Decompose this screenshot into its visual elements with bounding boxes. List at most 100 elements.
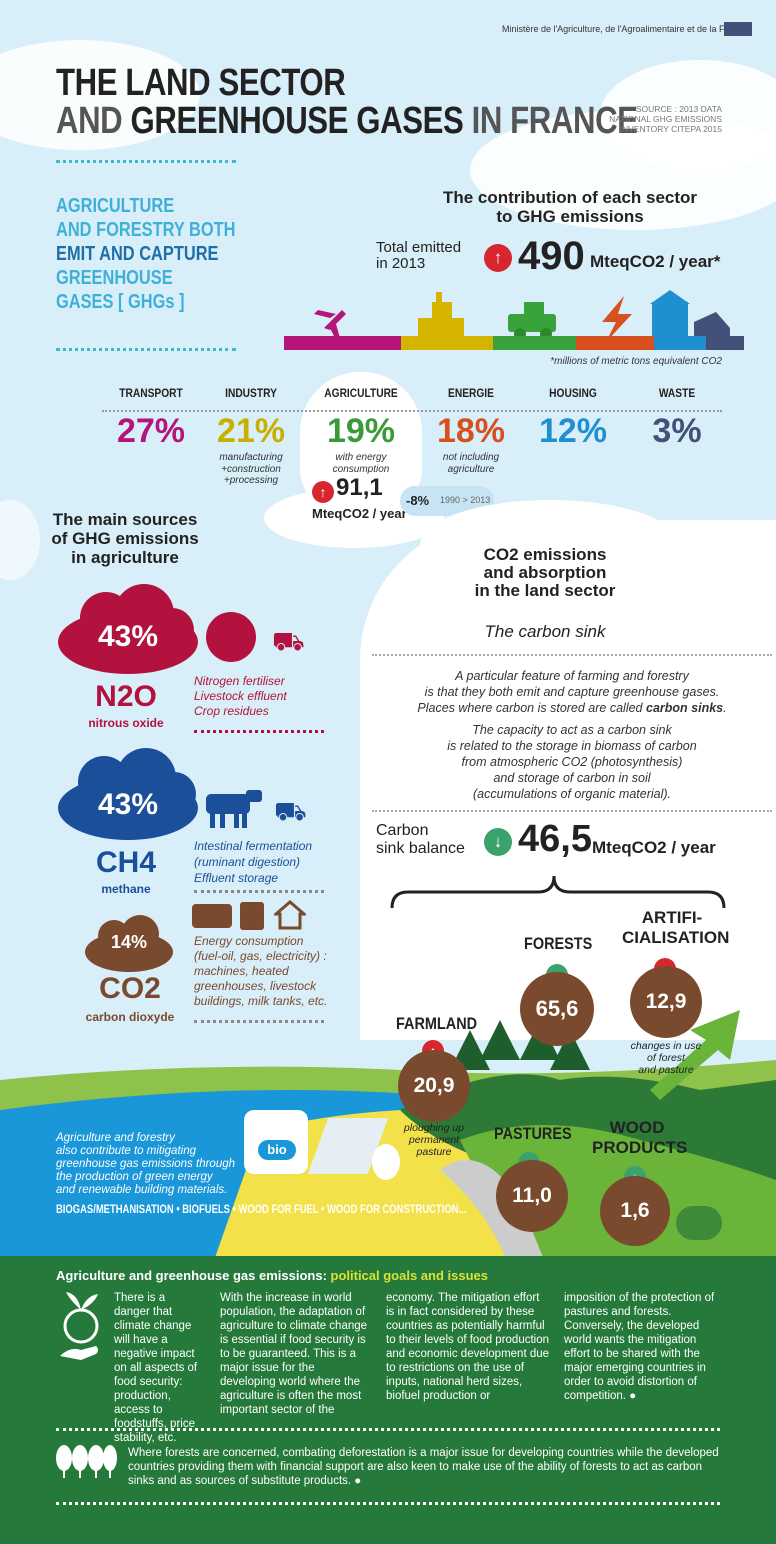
policy-col4: imposition of the protection of pastures…: [564, 1292, 715, 1402]
divider: [56, 1428, 720, 1431]
carbon-panel: [360, 520, 776, 1040]
contribution-title-line: The contribution of each sector: [442, 188, 698, 207]
sector-name: ENERGIE: [448, 386, 494, 400]
farmland-label: FARMLAND: [396, 1014, 478, 1033]
co2-cloud: [85, 915, 173, 972]
logs-icon: [676, 1206, 722, 1240]
agri-unit: MteqCO2 / year: [312, 506, 407, 521]
total-label-line: Total emitted: [376, 239, 462, 256]
balance-unit: MteqCO2 / year: [592, 838, 716, 857]
artif-note-line: and pasture: [638, 1064, 694, 1076]
trees-icon: [56, 1445, 117, 1478]
co2-desc-line: Energy consumption: [194, 934, 304, 948]
mitigation-line: greenhouse gas emissions through: [56, 1158, 236, 1170]
carbon-subtitle: The carbon sink: [484, 622, 606, 641]
ch4-desc-line: Intestinal fermentation: [194, 839, 313, 853]
page-title-line1: THE LAND SECTOR: [56, 62, 346, 104]
carbon-title-line: CO2 emissions: [483, 545, 607, 564]
co2-desc-line: machines, heated: [194, 964, 289, 978]
total-unit: MteqCO2 / year*: [590, 252, 721, 271]
intro-line: GREENHOUSE: [56, 267, 173, 289]
n2o-desc-line: Nitrogen fertiliser: [194, 674, 285, 688]
divider: [194, 890, 324, 893]
carbon-para-line: from atmospheric CO2 (photosynthesis): [461, 755, 683, 769]
policy-col2: With the increase in world population, t…: [220, 1292, 368, 1416]
sector-pct: 18%: [436, 412, 506, 450]
ch4-desc-line: Effluent storage: [194, 871, 279, 885]
thermometer-icon: [240, 902, 264, 930]
divider: [372, 810, 772, 812]
mitigation-line: also contribute to mitigating: [56, 1145, 196, 1157]
ch4-name: methane: [101, 882, 151, 896]
n2o-desc-line: Livestock effluent: [194, 689, 287, 703]
carbon-para-line: The capacity to act as a carbon sink: [472, 723, 672, 737]
balance-label: Carbon sink balance: [376, 822, 465, 858]
bar-segment-agriculture: [493, 336, 576, 350]
lightbulb-icon: [372, 1144, 400, 1180]
divider: [372, 654, 772, 656]
sector-color-bar: [284, 336, 744, 350]
fertiliser-icon: [206, 612, 256, 662]
wood-label-line: PRODUCTS: [592, 1138, 688, 1157]
cloud-decoration: [420, 500, 680, 590]
policy-col1-text: There is a danger that climate change wi…: [114, 1292, 198, 1444]
artif-note-line: changes in use: [630, 1040, 702, 1052]
agri-value: 91,1: [336, 474, 383, 501]
arrow-up-icon: ↑: [484, 244, 512, 272]
policy-title-b: political goals and issues: [330, 1268, 489, 1283]
farmland-note-line: permanent: [408, 1134, 460, 1146]
agri-change: -8%: [406, 493, 430, 508]
co2-desc-line: buildings, milk tanks, etc.: [194, 994, 328, 1008]
sector-name: TRANSPORT: [119, 386, 183, 400]
carbon-para1: A particular feature of farming and fore…: [372, 668, 772, 716]
source-line: INVENTORY CITEPA 2015: [619, 124, 722, 134]
title-part-c: IN FRANCE: [463, 100, 638, 142]
wood-label: WOOD PRODUCTS: [592, 1118, 688, 1158]
mitigation-line: Agriculture and forestry: [56, 1132, 175, 1144]
mitigation-line: and renewable building materials.: [56, 1184, 228, 1196]
arrow-down-icon: ↓: [484, 828, 512, 856]
co2-desc-line: (fuel-oil, gas, electricity) :: [194, 949, 327, 963]
sector-pct: 3%: [652, 412, 702, 450]
intro-line: EMIT AND CAPTURE: [56, 243, 219, 265]
co2-name: carbon dioxyde: [85, 1010, 175, 1024]
carbon-para-line: (accumulations of organic material).: [473, 787, 671, 801]
mitigation-line: the production of green energy: [56, 1171, 213, 1183]
co2-pct: 14%: [110, 932, 148, 952]
total-label: Total emitted in 2013: [376, 240, 461, 272]
co2-desc: Energy consumption (fuel-oil, gas, elect…: [194, 934, 327, 1009]
sector-name: INDUSTRY: [225, 386, 277, 400]
farmland-note-line: pasture: [416, 1146, 452, 1158]
wheelbarrow-icon: ⛟: [272, 626, 305, 656]
cow-icon: [206, 790, 262, 828]
n2o-pct: 43%: [97, 620, 159, 653]
ministry-label: Ministère de l'Agriculture, de l'Agroali…: [501, 24, 740, 34]
farmland-note-line: ploughing up: [403, 1122, 465, 1134]
pastures-value: 11,0: [496, 1160, 568, 1232]
bio-badge: bio: [258, 1140, 296, 1160]
title-part-b: GREENHOUSE GASES: [130, 100, 464, 142]
sector-note: with energy consumption: [332, 452, 390, 475]
contribution-title: The contribution of each sector to GHG e…: [390, 188, 750, 226]
para-bold: carbon sinks: [646, 701, 724, 715]
sources-title-line: of GHG emissions: [51, 529, 199, 548]
tractor-icon: [192, 904, 232, 928]
arrow-up-icon: ↑: [312, 481, 334, 503]
artif-label-line: ARTIFI-: [641, 908, 703, 927]
sources-title-line: The main sources: [52, 510, 198, 529]
source-line: SOURCE : 2013 DATA: [635, 104, 722, 114]
wood-value: 1,6: [600, 1176, 670, 1246]
para-text: Places where carbon is stored are called: [417, 701, 643, 715]
n2o-name: nitrous oxide: [88, 716, 164, 730]
sources-title-line: in agriculture: [71, 548, 179, 567]
carbon-para-line: is that they both emit and capture green…: [424, 685, 720, 699]
total-value: 490: [518, 234, 585, 278]
factory-icon: [418, 292, 464, 336]
ch4-desc: Intestinal fermentation (ruminant digest…: [194, 838, 312, 886]
divider: [194, 1020, 324, 1023]
sector-pct: 21%: [216, 412, 286, 450]
lightning-icon: [602, 296, 632, 342]
ch4-desc-line: (ruminant digestion): [194, 855, 301, 869]
source-note: SOURCE : 2013 DATA NATIONAL GHG EMISSION…: [590, 104, 722, 134]
